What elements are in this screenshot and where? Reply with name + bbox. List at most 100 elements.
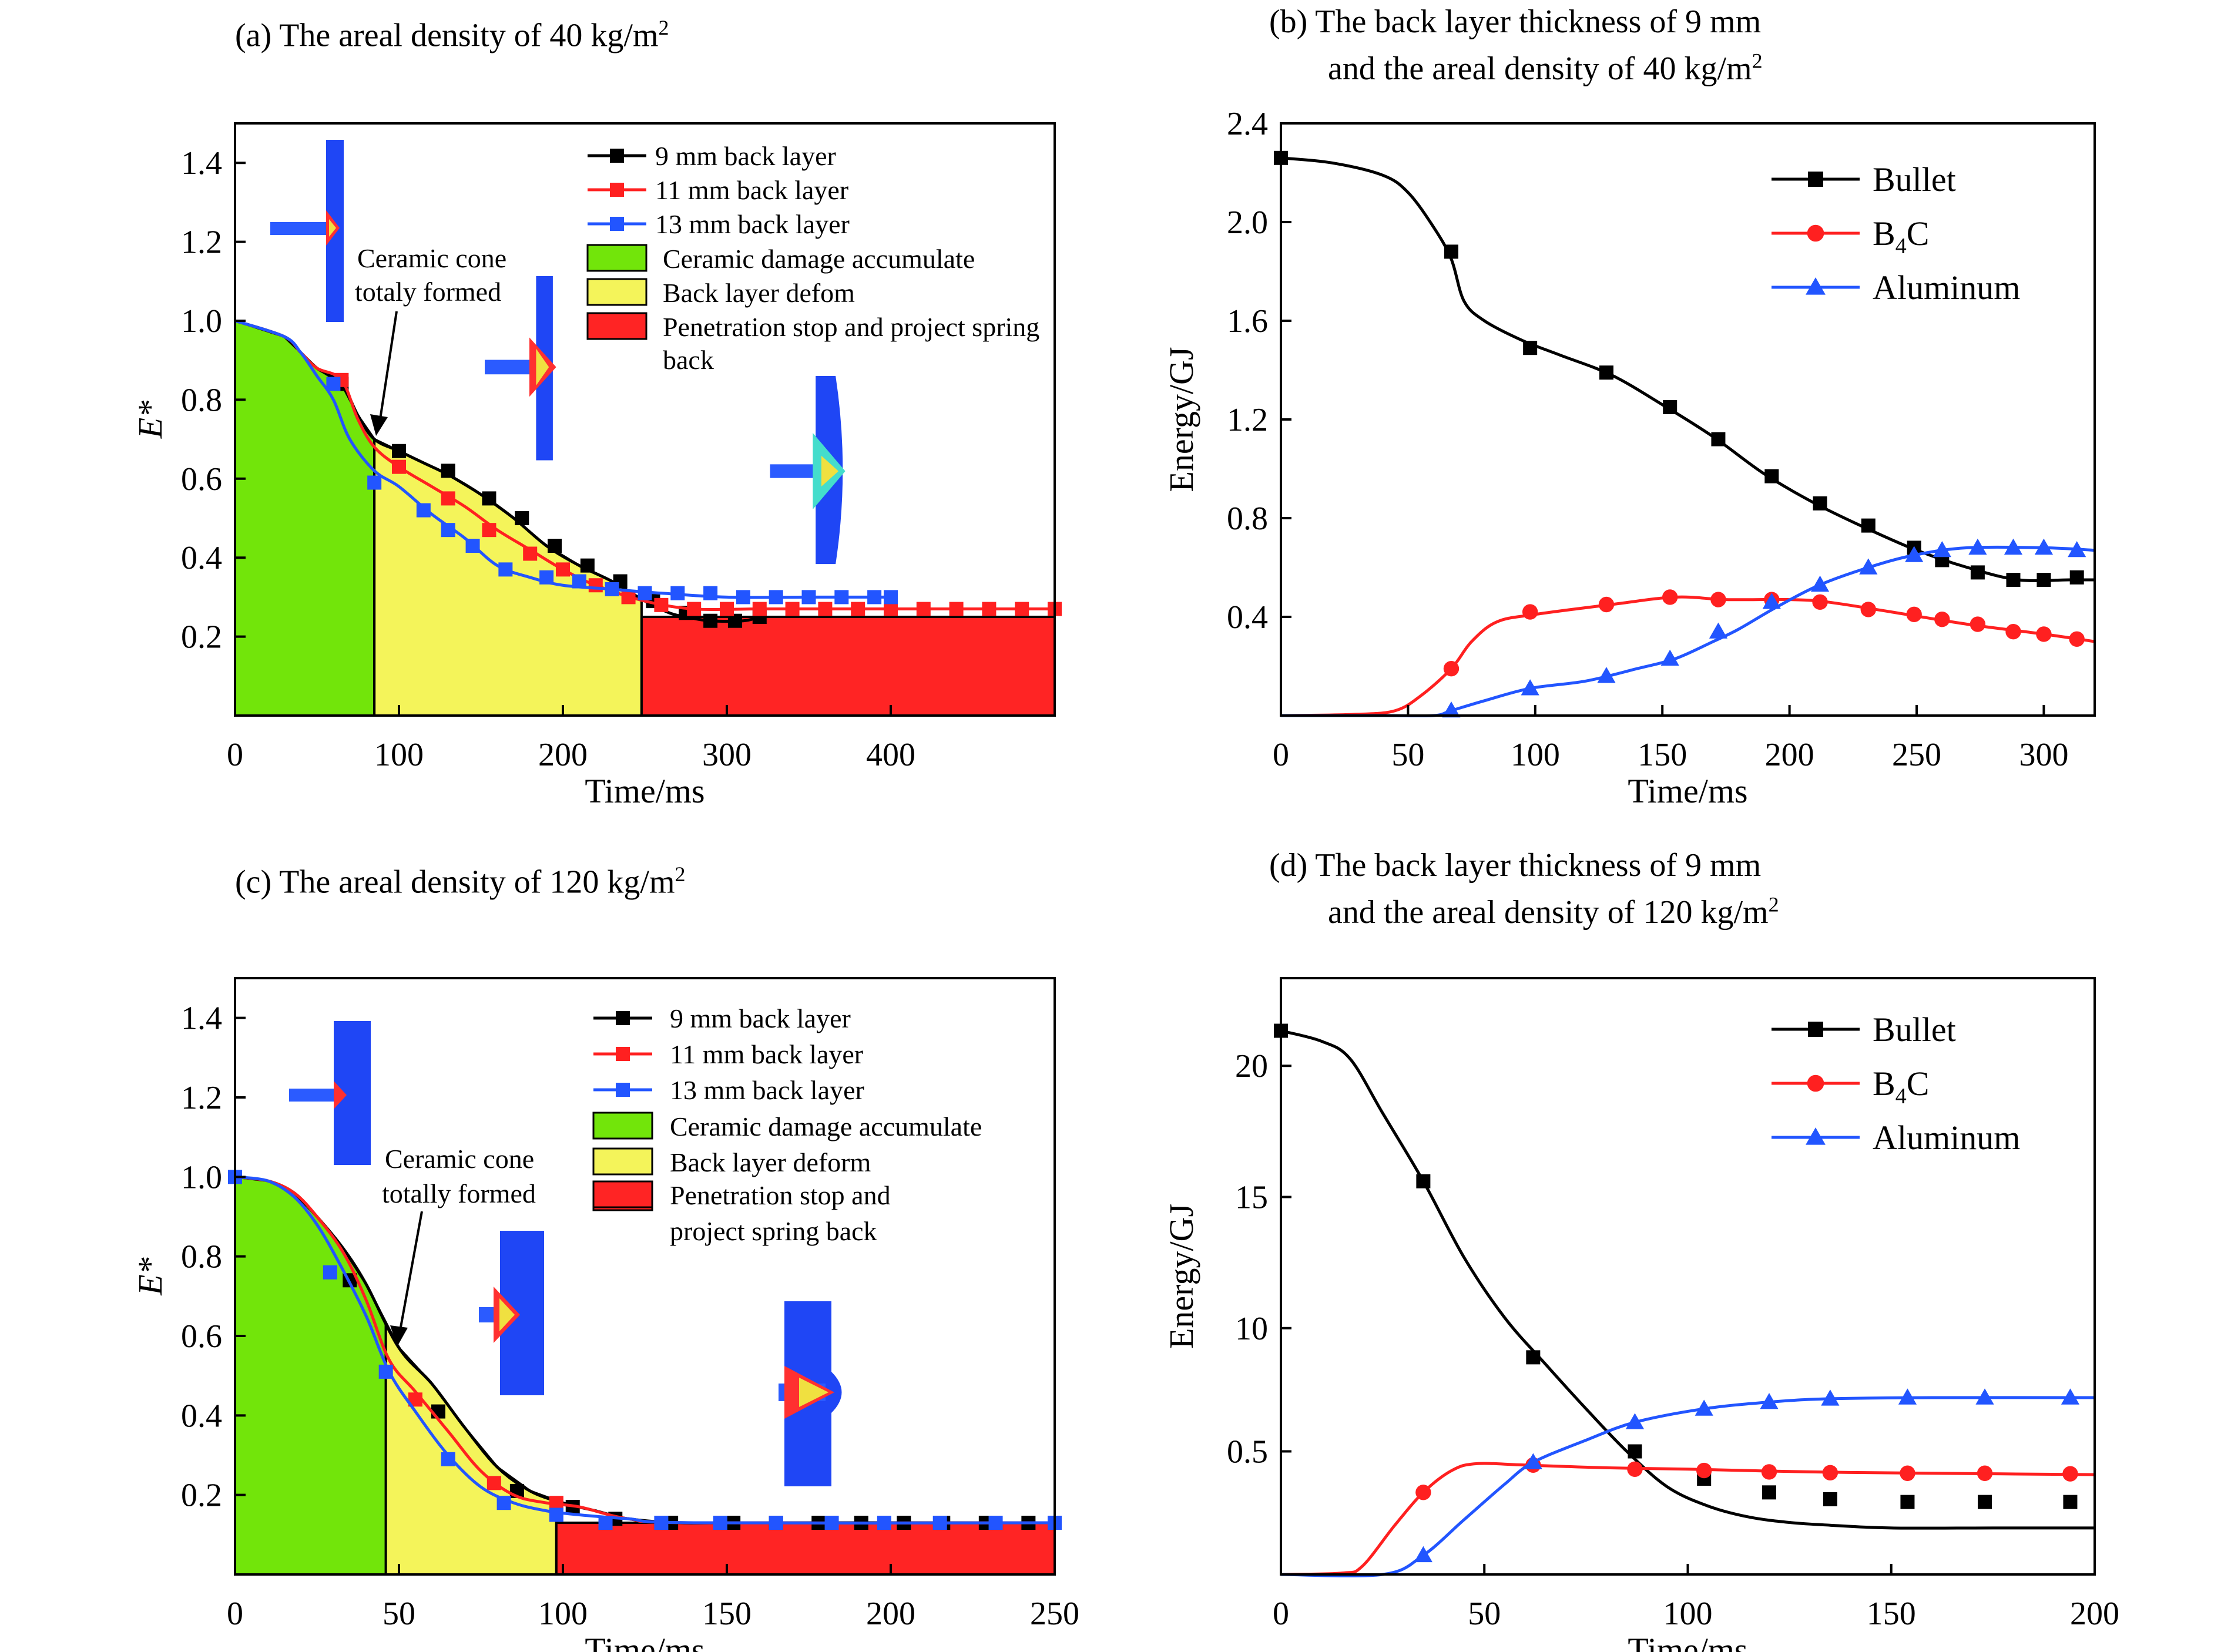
data-point bbox=[1968, 538, 1987, 555]
y-tick-label: 1.2 bbox=[181, 224, 222, 261]
legend-label: Ceramic damage accumulate bbox=[670, 1112, 982, 1141]
data-point bbox=[824, 1516, 839, 1530]
data-point bbox=[392, 444, 406, 458]
legend-label: 11 mm back layer bbox=[655, 175, 848, 205]
y-axis-label: E* bbox=[131, 401, 169, 439]
data-point bbox=[326, 377, 341, 391]
data-point bbox=[884, 602, 898, 616]
y-tick-label: 1.4 bbox=[181, 145, 222, 182]
legend-label: B4C bbox=[1873, 214, 1929, 258]
series-2 bbox=[1280, 538, 2095, 718]
legend-marker bbox=[616, 1011, 630, 1025]
region-0 bbox=[234, 1176, 387, 1576]
y-tick-label: 0.8 bbox=[181, 1239, 222, 1275]
data-point bbox=[916, 602, 931, 616]
x-axis-label: Time/ms bbox=[585, 1631, 704, 1652]
data-point bbox=[1663, 400, 1678, 414]
legend-marker bbox=[1806, 277, 1826, 295]
legend-label: Ceramic damage accumulate bbox=[663, 244, 975, 274]
legend: Bullet B4C Aluminum bbox=[1772, 160, 2020, 307]
x-tick-label: 0 bbox=[1273, 737, 1289, 773]
data-point bbox=[1761, 1464, 1777, 1480]
y-tick-label: 15 bbox=[1235, 1180, 1268, 1216]
data-point bbox=[1660, 649, 1679, 666]
data-point bbox=[1521, 679, 1539, 696]
data-point bbox=[556, 562, 570, 577]
x-tick-label: 250 bbox=[1030, 1596, 1079, 1632]
data-point bbox=[392, 459, 406, 474]
annotation-line2: totally formed bbox=[382, 1178, 536, 1208]
x-tick-label: 150 bbox=[1867, 1596, 1916, 1632]
data-point bbox=[2004, 538, 2023, 555]
data-point bbox=[752, 602, 767, 616]
annotation-arrow bbox=[378, 311, 398, 424]
chart-d: 0 50 100 150 200 0.5 10 15 20 Time/ms Energy/GJ Bul… bbox=[1162, 977, 2119, 1652]
data-point bbox=[580, 558, 595, 573]
x-tick-label: 200 bbox=[866, 1596, 915, 1632]
data-point bbox=[727, 613, 742, 628]
x-tick-label: 100 bbox=[538, 1596, 588, 1632]
data-point bbox=[549, 1507, 563, 1522]
data-point bbox=[1764, 469, 1779, 483]
series-1 bbox=[1280, 589, 2095, 717]
legend-marker bbox=[616, 1047, 630, 1061]
y-tick-label: 0.2 bbox=[181, 1478, 222, 1514]
y-tick-label: 10 bbox=[1235, 1311, 1268, 1347]
y-tick-label: 1.4 bbox=[181, 1000, 222, 1037]
data-point bbox=[1970, 565, 1985, 580]
legend-label: 13 mm back layer bbox=[670, 1075, 864, 1105]
annotation-arrow bbox=[398, 1211, 423, 1334]
data-point bbox=[572, 574, 586, 589]
data-point bbox=[1900, 1495, 1915, 1509]
data-point bbox=[1900, 1465, 1915, 1481]
data-point bbox=[523, 546, 538, 561]
data-point bbox=[1711, 432, 1726, 446]
series-2 bbox=[228, 1170, 1062, 1530]
data-point bbox=[851, 602, 865, 616]
data-point bbox=[588, 578, 603, 593]
data-point bbox=[1859, 558, 1878, 575]
y-tick-label: 1.0 bbox=[181, 303, 222, 340]
y-tick-label: 0.8 bbox=[181, 382, 222, 418]
legend-label: Bullet bbox=[1873, 1010, 1956, 1049]
legend-swatch bbox=[586, 278, 647, 306]
data-point bbox=[801, 590, 816, 605]
data-point bbox=[1628, 1444, 1642, 1459]
data-point bbox=[769, 1516, 783, 1530]
data-point bbox=[539, 570, 554, 585]
annotation-line1: Ceramic cone bbox=[385, 1144, 534, 1174]
panel-d-title-line2-text: and the areal density of 120 kg/m bbox=[1328, 894, 1769, 931]
panel-d-title-line2: and the areal density of 120 kg/m2 bbox=[1269, 892, 1779, 931]
x-tick-label: 200 bbox=[2070, 1596, 2119, 1632]
inset-damage-core bbox=[536, 348, 549, 386]
inset-projectile bbox=[270, 222, 329, 235]
legend-label: 9 mm back layer bbox=[655, 141, 836, 171]
panel-d-title-line1: (d) The back layer thickness of 9 mm bbox=[1269, 847, 1762, 884]
data-point bbox=[482, 491, 496, 506]
legend-marker bbox=[610, 149, 624, 163]
legend-marker bbox=[1807, 224, 1824, 242]
legend-marker bbox=[1806, 1127, 1826, 1145]
series-line bbox=[1280, 545, 2095, 718]
chart-b: 0 50 100 150 200 250 300 0.4 0.8 1.2 1.6 2.0 2.4 Time… bbox=[1162, 106, 2096, 810]
panel-b-title-sup: 2 bbox=[1752, 49, 1763, 72]
x-axis-label: Time/ms bbox=[585, 772, 704, 810]
series-1 bbox=[234, 319, 1062, 616]
data-point bbox=[1662, 589, 1678, 605]
inset-damage-core bbox=[821, 455, 838, 487]
legend-marker bbox=[1808, 1022, 1823, 1037]
region-0 bbox=[234, 319, 376, 717]
x-tick-label: 150 bbox=[1638, 737, 1687, 773]
data-point bbox=[1625, 1413, 1645, 1429]
x-tick-label: 100 bbox=[1663, 1596, 1713, 1632]
data-point bbox=[441, 523, 455, 538]
legend: 9 mm back layer 11 mm back layer 13 mm bac… bbox=[586, 141, 1039, 375]
legend-label: Back layer defom bbox=[663, 278, 855, 308]
data-point bbox=[2036, 626, 2052, 642]
legend-marker bbox=[610, 183, 624, 197]
data-point bbox=[1414, 1546, 1432, 1563]
data-point bbox=[1905, 546, 1924, 562]
series-0 bbox=[1274, 150, 2095, 587]
y-tick-label: 0.4 bbox=[181, 1398, 222, 1434]
x-tick-label: 400 bbox=[866, 737, 915, 773]
